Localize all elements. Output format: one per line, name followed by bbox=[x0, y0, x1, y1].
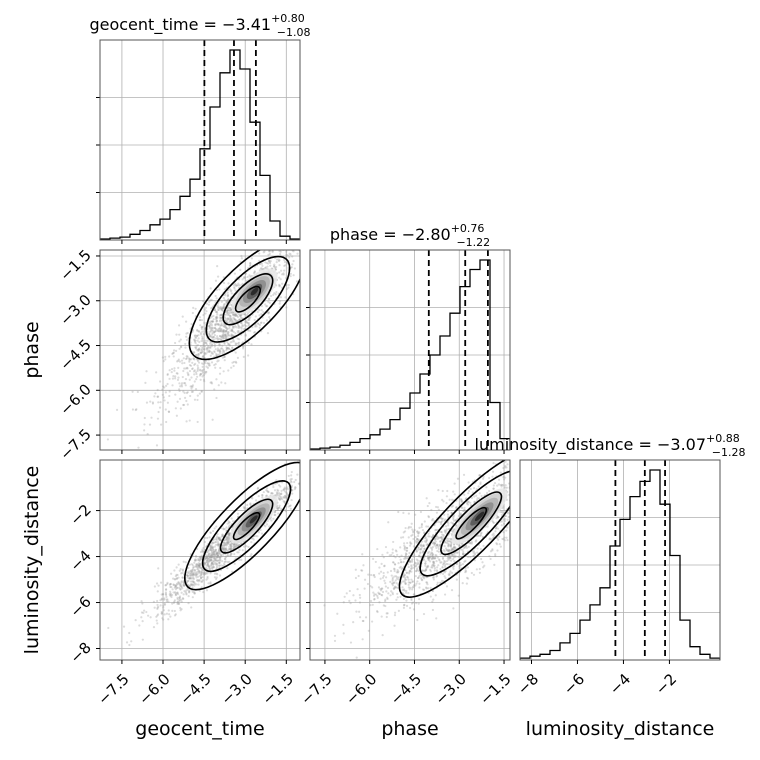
panel-luminosity_distance-vs-geocent_time bbox=[96, 459, 301, 664]
panel-phase-vs-phase bbox=[306, 249, 511, 454]
x-tick-label-phase: −3.0 bbox=[432, 670, 470, 708]
x-tick-label-geocent_time: −1.5 bbox=[259, 670, 297, 708]
y-axis-label-luminosity_distance: luminosity_distance bbox=[21, 466, 43, 655]
x-tick-label-phase: −6.0 bbox=[342, 670, 380, 708]
y-tick-label-luminosity_distance: −2 bbox=[66, 501, 94, 529]
panel-phase-vs-geocent_time bbox=[96, 249, 301, 454]
y-tick-label-phase: −6.0 bbox=[56, 380, 94, 418]
y-tick-label-phase: −3.0 bbox=[56, 291, 94, 329]
x-tick-label-phase: −1.5 bbox=[476, 670, 514, 708]
density-cells bbox=[231, 268, 278, 315]
histogram-geocent_time bbox=[100, 49, 300, 240]
panel-geocent_time-vs-geocent_time bbox=[96, 39, 301, 244]
x-tick-label-geocent_time: −4.5 bbox=[176, 670, 214, 708]
x-tick-label-luminosity_distance: −6 bbox=[560, 670, 588, 698]
y-tick-label-phase: −4.5 bbox=[56, 336, 94, 374]
y-tick-label-luminosity_distance: −8 bbox=[66, 639, 94, 667]
title-phase: phase = −2.80+0.76 −1.22 bbox=[330, 222, 490, 249]
panel-frame bbox=[99, 249, 301, 451]
x-axis-label-luminosity_distance: luminosity_distance bbox=[526, 718, 715, 740]
title-geocent_time: geocent_time = −3.41+0.80 −1.08 bbox=[89, 12, 310, 39]
y-tick-label-phase: −7.5 bbox=[56, 425, 94, 463]
panel-frame bbox=[99, 459, 301, 661]
x-tick-label-phase: −7.5 bbox=[297, 670, 335, 708]
contours bbox=[398, 460, 510, 598]
scatter-points bbox=[106, 250, 300, 449]
x-tick-label-luminosity_distance: −8 bbox=[514, 670, 542, 698]
histogram-luminosity_distance bbox=[520, 469, 720, 660]
panel-frame bbox=[519, 459, 721, 661]
panel-frame bbox=[309, 249, 511, 451]
x-tick-label-phase: −4.5 bbox=[387, 670, 425, 708]
panel-frame bbox=[99, 39, 301, 241]
panel-luminosity_distance-vs-phase bbox=[306, 459, 511, 664]
y-tick-label-luminosity_distance: −4 bbox=[66, 547, 94, 575]
title-luminosity_distance: luminosity_distance = −3.07+0.88 −1.28 bbox=[475, 432, 746, 459]
x-tick-label-luminosity_distance: −2 bbox=[652, 670, 680, 698]
x-tick-label-geocent_time: −7.5 bbox=[94, 670, 132, 708]
y-tick-label-phase: −1.5 bbox=[56, 246, 94, 284]
x-tick-label-geocent_time: −6.0 bbox=[135, 670, 173, 708]
panel-frame bbox=[309, 459, 511, 661]
density-cells bbox=[451, 488, 508, 545]
contours bbox=[183, 461, 300, 591]
panel-luminosity_distance-vs-luminosity_distance bbox=[516, 459, 721, 664]
x-tick-label-geocent_time: −3.0 bbox=[217, 670, 255, 708]
y-axis-label-phase: phase bbox=[21, 321, 43, 378]
histogram-phase bbox=[310, 259, 510, 450]
x-axis-label-phase: phase bbox=[381, 718, 438, 740]
contours bbox=[188, 250, 300, 361]
x-tick-label-luminosity_distance: −4 bbox=[606, 670, 634, 698]
x-axis-label-geocent_time: geocent_time bbox=[135, 718, 264, 740]
y-tick-label-luminosity_distance: −6 bbox=[66, 593, 94, 621]
